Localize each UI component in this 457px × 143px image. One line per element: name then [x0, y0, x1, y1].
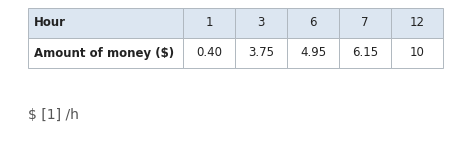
Text: 6: 6 — [309, 16, 317, 29]
Text: 7: 7 — [361, 16, 369, 29]
Bar — [183, 8, 235, 38]
Bar — [235, 8, 287, 38]
Text: 3: 3 — [257, 16, 265, 29]
Text: Amount of money ($): Amount of money ($) — [34, 46, 174, 59]
Text: 1: 1 — [205, 16, 213, 29]
Text: 12: 12 — [409, 16, 425, 29]
Text: 6.15: 6.15 — [352, 46, 378, 59]
Bar — [28, 38, 183, 68]
Text: Hour: Hour — [34, 16, 66, 29]
Text: 3.75: 3.75 — [248, 46, 274, 59]
Bar — [391, 8, 443, 38]
Bar — [28, 8, 183, 38]
Bar — [339, 38, 391, 68]
Text: 10: 10 — [409, 46, 425, 59]
Bar — [235, 38, 287, 68]
Bar — [287, 8, 339, 38]
Text: $ [1] /h: $ [1] /h — [28, 108, 79, 122]
Bar — [287, 38, 339, 68]
Text: 4.95: 4.95 — [300, 46, 326, 59]
Bar — [339, 8, 391, 38]
Text: 0.40: 0.40 — [196, 46, 222, 59]
Bar — [183, 38, 235, 68]
Bar — [391, 38, 443, 68]
